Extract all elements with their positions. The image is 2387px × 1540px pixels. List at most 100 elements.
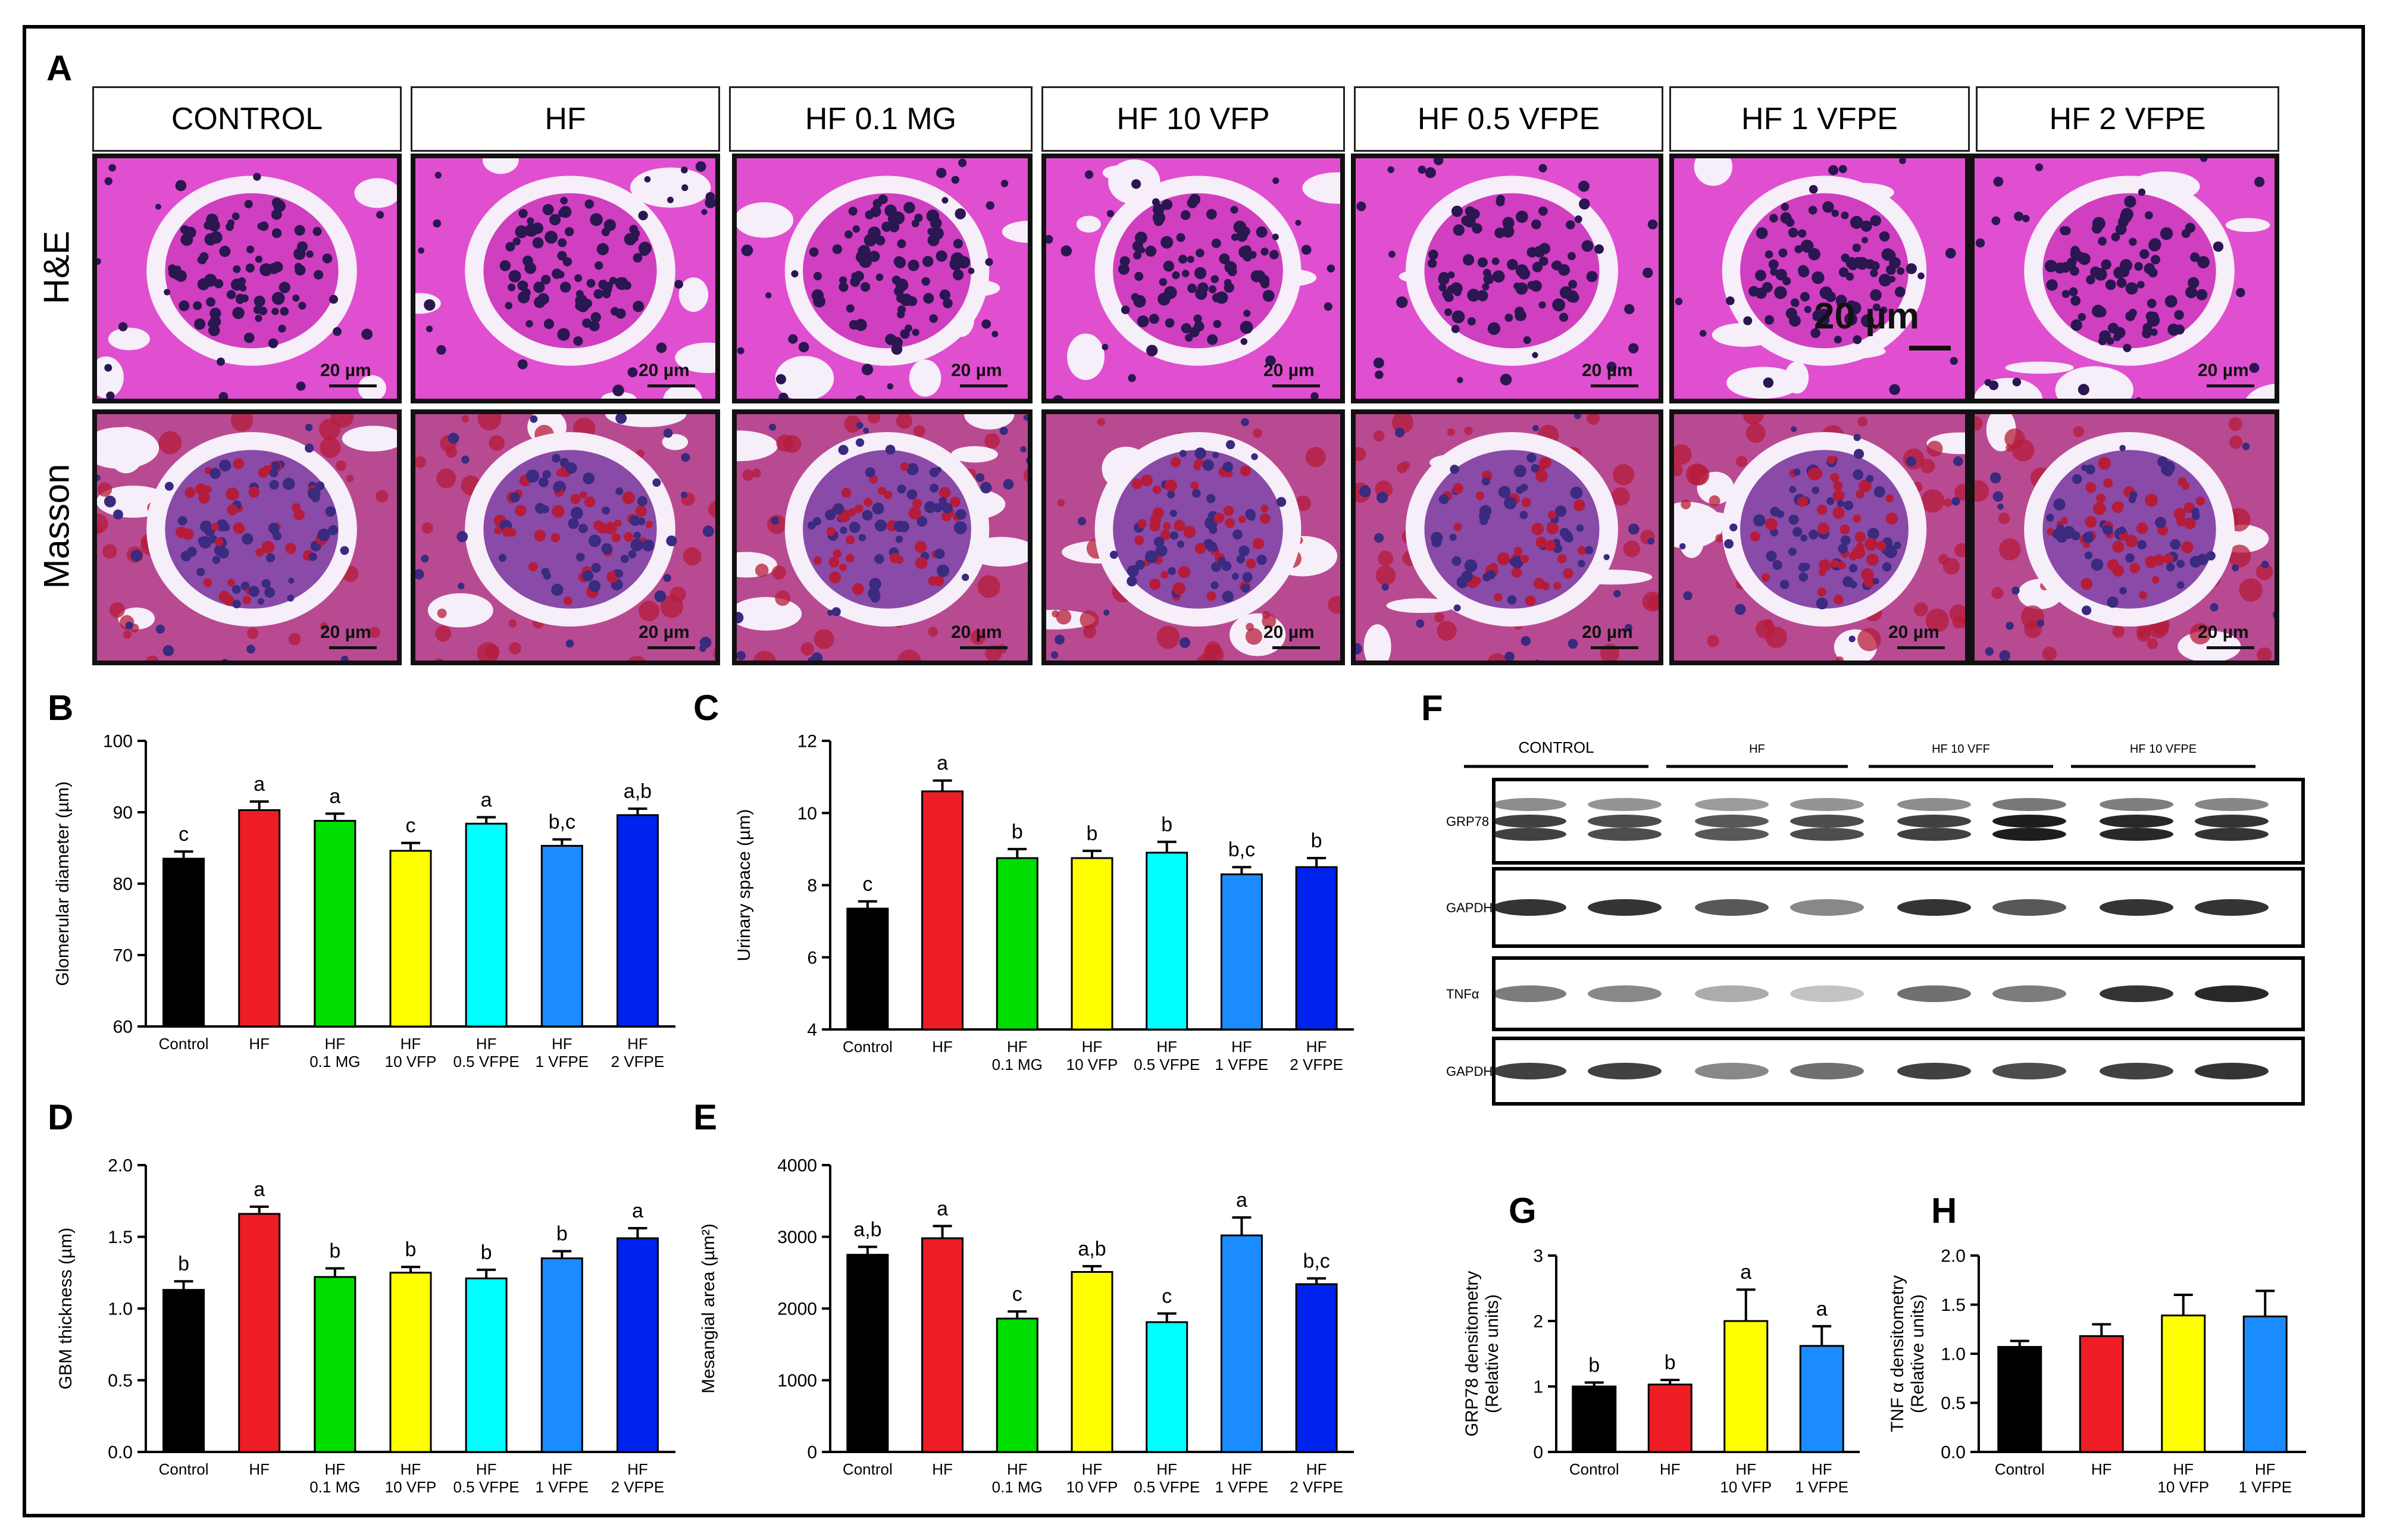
bar (846, 1254, 889, 1453)
x-tick-label: 0.1 MG (309, 1053, 360, 1071)
x-tick-label: 2 VFPE (1290, 1478, 1343, 1496)
y-tick-label: 6 (807, 948, 817, 968)
error-bar (1157, 1312, 1177, 1322)
bar (1997, 1345, 2042, 1453)
bar (1647, 1384, 1693, 1453)
y-tick-label: 4 (807, 1021, 817, 1040)
scale-bar-label: 20 µm (320, 622, 371, 642)
x-tick-label: HF (1156, 1460, 1177, 1478)
error-bar (1812, 1325, 1832, 1346)
error-bar (249, 800, 269, 810)
error-bar (1307, 857, 1327, 868)
y-axis-label: GRP78 densitometry (1462, 1271, 1482, 1436)
bar (540, 844, 583, 1028)
significance-letter: b (178, 1253, 189, 1275)
significance-letter: a (254, 1178, 265, 1201)
x-tick-label: 0.5 VFPE (453, 1053, 520, 1071)
y-tick-label: 80 (113, 875, 133, 894)
bar (2079, 1335, 2124, 1453)
error-bar (174, 1280, 193, 1290)
error-bar (1307, 1277, 1327, 1285)
blot-band (2195, 815, 2269, 828)
panel-label-d: D (48, 1097, 74, 1137)
error-bar (174, 850, 193, 859)
y-tick-label: 3000 (777, 1228, 817, 1247)
significance-letter: b (1588, 1354, 1600, 1376)
panel-label-h: H (1931, 1191, 1957, 1231)
bar (1071, 857, 1113, 1031)
x-tick-label: HF (1735, 1460, 1756, 1478)
x-tick-label: 10 VFP (1720, 1478, 1772, 1496)
significance-letter: a (937, 1197, 948, 1220)
blot-band (1897, 1063, 1971, 1079)
y-tick-label: 60 (113, 1018, 133, 1037)
x-tick-label: 1 VFPE (1215, 1478, 1269, 1496)
y-tick-label: 0.5 (1941, 1394, 1966, 1413)
error-bar (2255, 1289, 2275, 1317)
panel-label-c: C (693, 688, 719, 728)
blot-band (1992, 828, 2066, 841)
significance-letter: c (1012, 1283, 1022, 1306)
y-axis-label: (Relative units) (1908, 1294, 1928, 1413)
blot-band (1992, 899, 2066, 916)
error-bar (2173, 1294, 2193, 1316)
masson-micrograph: 20 µm (1669, 409, 1970, 665)
y-tick-label: 0 (807, 1443, 817, 1463)
error-bar (1660, 1379, 1680, 1385)
x-tick-label: HF (1660, 1460, 1681, 1478)
western-blot: CONTROL HF HF 10 VFF HF 10 VFPE GRP78 GAPDH TN… (1446, 738, 2305, 1106)
significance-letter: b (329, 1240, 340, 1263)
y-tick-label: 1 (1533, 1378, 1543, 1397)
x-tick-label: 0.5 VFPE (1134, 1478, 1200, 1496)
scale-bar (329, 384, 377, 387)
scale-bar-label: 20 µm (1582, 622, 1633, 642)
blot-band (2195, 828, 2269, 841)
x-tick-label: HF (2173, 1460, 2194, 1478)
scale-bar-label: 20 µm (320, 361, 371, 380)
blot-band (1897, 815, 1971, 828)
error-bar (1736, 1288, 1756, 1321)
blot-band (1588, 828, 1662, 841)
significance-letter: b (481, 1241, 492, 1264)
significance-letter: b (405, 1238, 417, 1261)
error-bar (552, 1250, 572, 1259)
significance-letter: a (632, 1200, 643, 1222)
error-bar (628, 807, 647, 815)
he-micrograph: 20 µm (411, 154, 720, 403)
column-header: HF 10 VFP (1041, 86, 1345, 152)
x-tick-label: HF (1306, 1460, 1327, 1478)
blot-band (1493, 899, 1566, 916)
blot-band (1493, 815, 1566, 828)
bar (1295, 866, 1338, 1031)
significance-letter: b (1087, 822, 1098, 845)
x-tick-label: HF (932, 1038, 953, 1056)
x-tick-label: 1 VFPE (535, 1478, 589, 1496)
x-tick-label: HF (325, 1035, 346, 1053)
bar (314, 1276, 356, 1453)
bar (389, 1272, 432, 1453)
blot-group-label: HF (1749, 743, 1765, 756)
he-micrograph: 20 µm (92, 154, 402, 403)
scale-bar-label: 20 µm (1582, 361, 1633, 380)
column-header: HF 0.1 MG (729, 86, 1033, 152)
y-tick-label: 10 (797, 804, 817, 824)
error-bar (1083, 1264, 1102, 1272)
significance-letter: b,c (1228, 838, 1255, 861)
x-tick-label: HF (1231, 1460, 1252, 1478)
column-header: HF 0.5 VFPE (1354, 86, 1663, 152)
y-tick-label: 2.0 (108, 1156, 133, 1176)
blot-band (2195, 899, 2269, 916)
y-tick-label: 1.0 (1941, 1345, 1966, 1364)
x-tick-label: 0.5 VFPE (1134, 1056, 1200, 1073)
blot-band (2195, 985, 2269, 1002)
x-tick-label: 0.5 VFPE (453, 1478, 520, 1496)
bar (616, 814, 659, 1028)
blot-band (1695, 1063, 1769, 1079)
masson-micrograph: 20 µm (411, 409, 720, 665)
x-tick-label: 1 VFPE (1215, 1056, 1269, 1073)
scale-bar (1897, 646, 1945, 649)
bar (921, 1237, 964, 1453)
error-bar (933, 1225, 952, 1238)
bar (996, 857, 1038, 1031)
